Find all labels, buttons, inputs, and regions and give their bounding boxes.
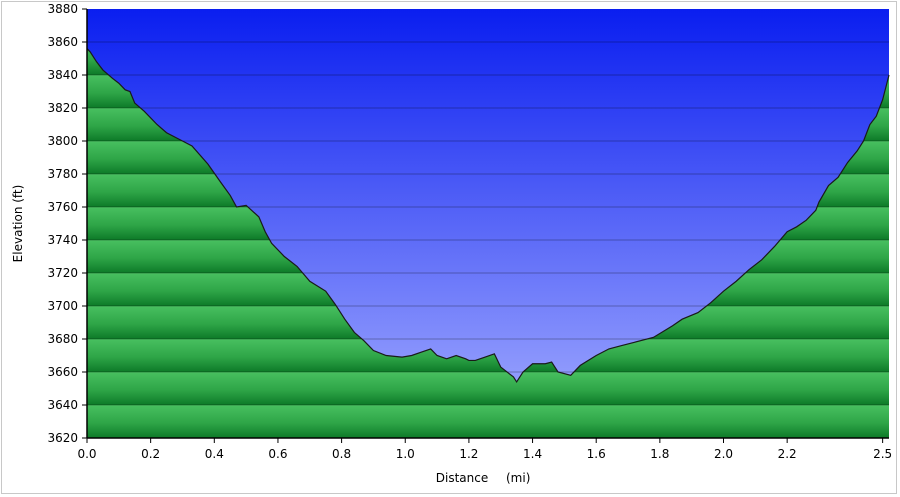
y-tick-label: 3860 xyxy=(47,35,78,49)
horizontal-gridlines xyxy=(87,41,889,406)
x-axis-unit: (mi) xyxy=(506,471,530,485)
y-tick-label: 3820 xyxy=(47,101,78,115)
y-tick-label: 3620 xyxy=(47,431,78,445)
y-tick-label: 3680 xyxy=(47,332,78,346)
y-tick-label: 3800 xyxy=(47,134,78,148)
x-tick-label: 0.8 xyxy=(332,447,351,461)
y-axis-label: Elevation (ft) xyxy=(11,185,25,263)
y-tick-label: 3840 xyxy=(47,68,78,82)
x-tick-label: 0.0 xyxy=(77,447,96,461)
y-tick-label: 3880 xyxy=(47,2,78,16)
elevation-profile-line xyxy=(86,48,890,384)
y-tick-label: 3700 xyxy=(47,299,78,313)
x-tick-label: 2.5 xyxy=(873,447,892,461)
elevation-band xyxy=(87,372,889,405)
axes xyxy=(82,8,889,443)
y-tick-label: 3720 xyxy=(47,266,78,280)
x-tick-label: 1.6 xyxy=(587,447,606,461)
x-tick-label: 0.4 xyxy=(205,447,224,461)
x-axis-tick-labels: 0.0 0.2 0.4 0.6 0.8 1.0 1.2 1.4 1.6 1.8 2.0 2.2 2.5 xyxy=(77,447,892,461)
x-tick-label: 2.2 xyxy=(778,447,797,461)
x-axis-label: Distance xyxy=(436,471,488,485)
x-tick-label: 2.0 xyxy=(714,447,733,461)
y-axis-tick-labels: 3620 3640 3660 3680 3700 3720 3740 3760 3780 3800… xyxy=(47,2,78,445)
y-tick-label: 3780 xyxy=(47,167,78,181)
y-tick-label: 3760 xyxy=(47,200,78,214)
x-tick-label: 1.4 xyxy=(523,447,542,461)
y-tick-label: 3660 xyxy=(47,365,78,379)
x-tick-label: 0.6 xyxy=(268,447,287,461)
y-tick-label: 3640 xyxy=(47,398,78,412)
elevation-band xyxy=(87,405,889,438)
y-tick-label: 3740 xyxy=(47,233,78,247)
x-tick-label: 1.0 xyxy=(396,447,415,461)
x-tick-label: 1.8 xyxy=(650,447,669,461)
x-tick-label: 0.2 xyxy=(141,447,160,461)
x-tick-label: 1.2 xyxy=(459,447,478,461)
